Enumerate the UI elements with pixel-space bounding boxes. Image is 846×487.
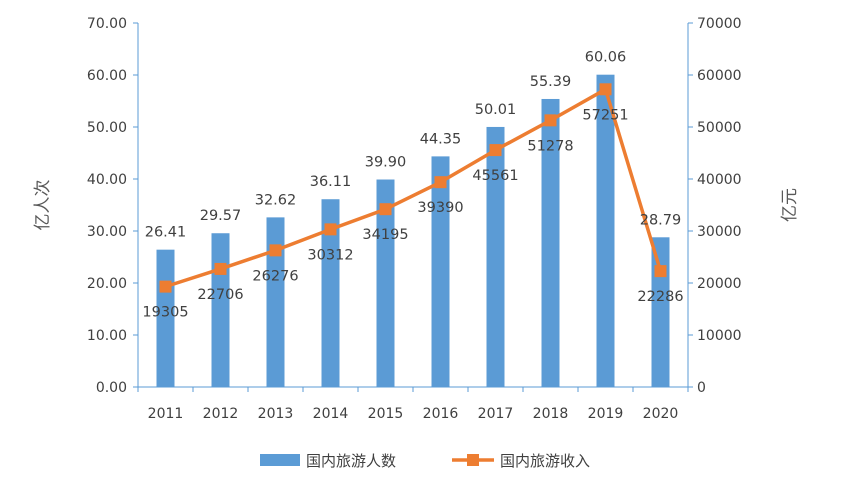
bar-data-label: 26.41 <box>145 225 187 241</box>
y-right-tick-label: 40000 <box>697 172 742 188</box>
legend-line-marker <box>467 454 479 466</box>
line-marker <box>214 262 227 275</box>
bar <box>651 237 670 387</box>
x-tick-label: 2016 <box>423 406 459 422</box>
x-tick-label: 2018 <box>533 406 569 422</box>
x-tick-label: 2012 <box>203 406 239 422</box>
line-marker <box>654 265 667 278</box>
line-series-path <box>164 87 663 289</box>
x-tick-label: 2011 <box>148 406 184 422</box>
line-data-label: 45561 <box>472 168 518 184</box>
legend-line-label: 国内旅游收入 <box>500 452 590 470</box>
bar-data-label: 29.57 <box>200 208 242 224</box>
bar <box>266 217 285 387</box>
line-marker <box>159 280 172 293</box>
y-right-tick-label: 60000 <box>697 68 742 84</box>
x-tick-label: 2020 <box>643 406 679 422</box>
bar-data-label: 36.11 <box>310 174 352 190</box>
bar-data-label: 28.79 <box>640 212 682 228</box>
bar <box>211 233 230 387</box>
bar <box>431 156 450 387</box>
line-series-group <box>159 83 667 293</box>
x-tick-label: 2015 <box>368 406 404 422</box>
bar-data-label: 55.39 <box>530 74 572 90</box>
line-marker <box>599 83 612 96</box>
line-data-label: 30312 <box>307 247 353 263</box>
line-marker <box>544 114 557 127</box>
legend-bar-label: 国内旅游人数 <box>306 452 396 470</box>
line-data-label: 57251 <box>582 107 628 123</box>
line-marker <box>489 144 502 157</box>
y-left-tick-label: 40.00 <box>87 172 127 188</box>
y-left-tick-label: 60.00 <box>87 68 127 84</box>
bar-data-label: 50.01 <box>475 102 517 118</box>
y-left-axis-title: 亿人次 <box>33 180 53 231</box>
bar-data-label: 32.62 <box>255 192 297 208</box>
line-marker <box>324 223 337 236</box>
y-right-tick-label: 20000 <box>697 276 742 292</box>
bar-data-label: 60.06 <box>585 50 627 66</box>
data-labels-group: 26.41 29.57 32.62 36.11 39.90 44.35 50.01 55.39… <box>142 50 683 321</box>
line-data-label: 39390 <box>417 200 463 216</box>
y-left-tick-label: 0.00 <box>96 380 127 396</box>
y-right-tick-label: 0 <box>697 380 706 396</box>
y-right-axis-title: 亿元 <box>780 188 800 222</box>
line-data-label: 22706 <box>197 287 243 303</box>
line-marker <box>379 203 392 216</box>
bar <box>596 74 615 388</box>
axes-group: 0.00 10.00 20.00 30.00 40.00 50.00 60.00 70.00 0… <box>33 16 800 422</box>
y-left-tick-label: 70.00 <box>87 16 127 32</box>
x-tick-label: 2013 <box>258 406 294 422</box>
bar <box>321 199 340 387</box>
y-right-tick-label: 70000 <box>697 16 742 32</box>
legend: 国内旅游人数 国内旅游收入 <box>260 452 590 470</box>
bar <box>486 126 505 387</box>
bar-data-label: 44.35 <box>420 131 462 147</box>
y-left-tick-label: 50.00 <box>87 120 127 136</box>
y-left-tick-label: 30.00 <box>87 224 127 240</box>
line-data-label: 34195 <box>362 227 408 243</box>
line-data-label: 26276 <box>252 268 298 284</box>
y-right-tick-label: 10000 <box>697 328 742 344</box>
legend-bar-swatch <box>260 454 300 466</box>
y-right-tick-label: 30000 <box>697 224 742 240</box>
line-marker <box>269 244 282 257</box>
y-left-tick-label: 20.00 <box>87 276 127 292</box>
bar <box>376 179 395 387</box>
x-tick-label: 2017 <box>478 406 514 422</box>
y-right-tick-label: 50000 <box>697 120 742 136</box>
x-tick-label: 2019 <box>588 406 624 422</box>
line-marker <box>434 176 447 189</box>
line-data-label: 22286 <box>637 289 683 305</box>
bar <box>541 98 560 388</box>
y-left-tick-label: 10.00 <box>87 328 127 344</box>
line-data-label: 51278 <box>527 138 573 154</box>
line-data-label: 19305 <box>142 305 188 321</box>
x-tick-label: 2014 <box>313 406 349 422</box>
bar-data-label: 39.90 <box>365 155 407 171</box>
